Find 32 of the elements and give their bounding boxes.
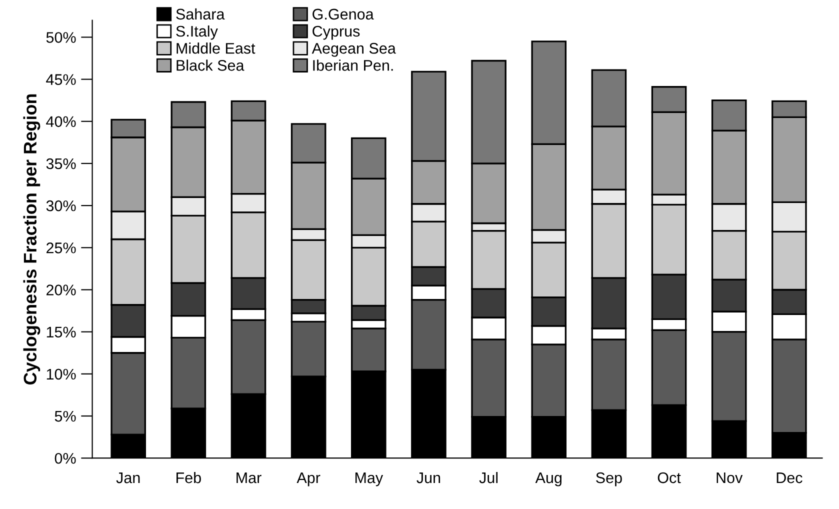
y-tick-label: 35% — [46, 158, 76, 170]
x-tick-label: Aug — [535, 472, 562, 486]
x-tick-label: Jan — [116, 472, 140, 484]
y-tick-label: 25% — [46, 242, 76, 254]
y-tick-label: 40% — [46, 116, 76, 128]
legend-label: Sahara — [176, 8, 225, 20]
x-tick-label: May — [355, 472, 384, 486]
x-tick-label: Jun — [416, 472, 440, 484]
legend-label: Middle East — [176, 42, 256, 54]
y-tick-label: 30% — [46, 200, 76, 212]
y-tick-label: 10% — [46, 368, 76, 380]
legend-label: Aegean Sea — [312, 42, 396, 57]
y-tick-label: 5% — [54, 410, 76, 422]
y-tick-label: 45% — [46, 74, 76, 85]
x-tick-label: Sep — [596, 472, 622, 486]
legend-label: S.Italy — [176, 25, 218, 40]
y-tick-label: 15% — [46, 326, 76, 338]
legend-label: G.Genoa — [312, 8, 374, 20]
x-tick-label: Oct — [658, 472, 681, 484]
legend-label: Cyprus — [312, 26, 360, 40]
x-tick-label: Mar — [236, 472, 262, 484]
y-tick-label: 50% — [46, 32, 76, 43]
x-tick-label: Nov — [716, 472, 743, 484]
x-tick-label: Apr — [296, 472, 320, 486]
x-tick-label: Jul — [479, 472, 498, 484]
legend-label: Black Sea — [176, 60, 244, 71]
y-axis-title: Cyclogenesis Fraction per Region — [23, 94, 40, 384]
x-tick-label: Dec — [776, 472, 802, 484]
y-tick-label: 20% — [46, 284, 76, 296]
legend-label: Iberian Pen. — [313, 60, 393, 71]
y-tick-label: 0% — [54, 452, 76, 464]
x-tick-label: Feb — [176, 472, 201, 484]
